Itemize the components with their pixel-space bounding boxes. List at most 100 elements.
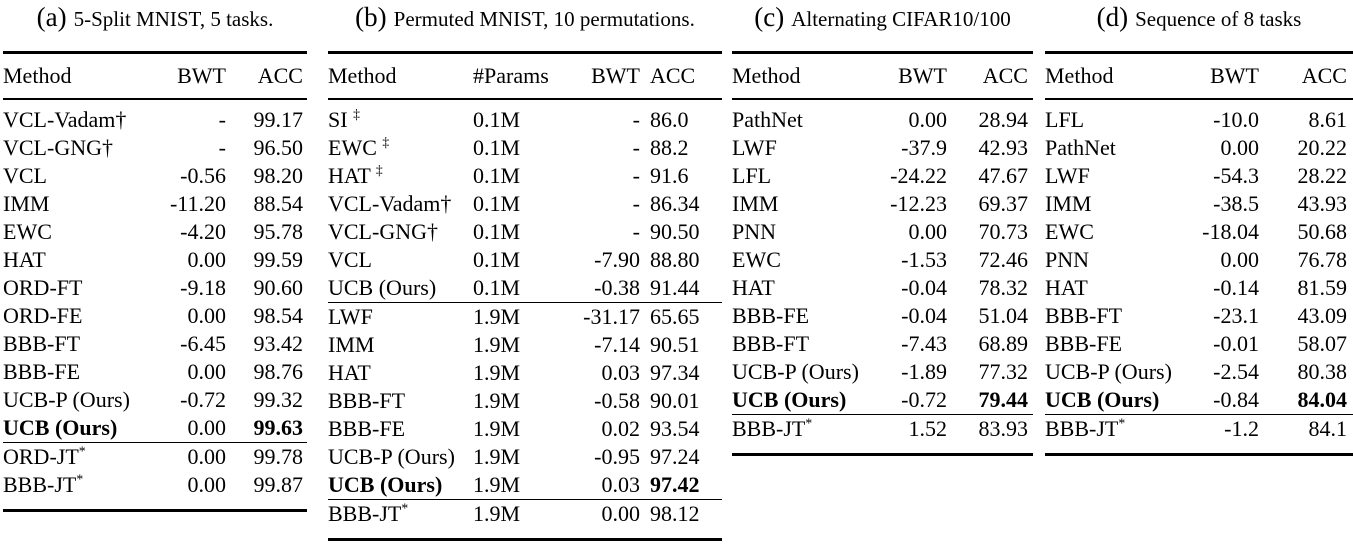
method-name: ORD-JT (3, 444, 79, 469)
bwt-cell: -23.1 (1213, 303, 1259, 328)
table-row: ORD-FE 0.00 98.54 (3, 302, 307, 330)
table-row: SI ‡ 0.1M -86.0 (328, 99, 722, 134)
method-cell: LWF (1045, 162, 1193, 190)
bwt-cell: - (632, 219, 640, 244)
acc-cell: 81.59 (1297, 275, 1348, 300)
bwt-cell: 0.00 (1220, 247, 1260, 272)
bwt-cell: -0.14 (1213, 275, 1259, 300)
method-cell: LFL (1045, 99, 1193, 134)
params-cell: 1.9M (473, 388, 521, 413)
bwt-cell: -37.9 (901, 135, 947, 160)
method-cell: IMM (732, 190, 882, 218)
acc-cell: 90.50 (650, 219, 700, 244)
bwt-cell: -31.17 (583, 304, 640, 329)
table-section: BBB-JT* 1.9M 0.00 98.12 (328, 499, 722, 540)
acc-cell: 99.87 (253, 472, 304, 497)
method-name: HAT (3, 247, 46, 272)
table-row: UCB-P (Ours) -1.89 77.32 (732, 358, 1033, 386)
method-name: HAT (328, 360, 371, 385)
method-cell: BBB-FT (732, 330, 882, 358)
bwt-cell: -0.04 (901, 303, 947, 328)
method-name: UCB (Ours) (328, 472, 443, 497)
method-name: UCB-P (Ours) (732, 359, 859, 384)
method-name: LWF (1045, 163, 1090, 188)
table-row: ORD-FT -9.18 90.60 (3, 274, 307, 302)
params-cell: 1.9M (473, 304, 521, 329)
acc-cell: 28.94 (978, 107, 1029, 132)
column-header-bwt: BWT (177, 63, 226, 88)
method-cell: UCB-P (Ours) (3, 386, 158, 414)
method-cell: VCL-GNG† (328, 218, 473, 246)
method-cell: ORD-FT (3, 274, 158, 302)
method-cell: UCB (Ours) (732, 386, 882, 415)
method-name: BBB-FT (1045, 303, 1123, 328)
method-cell: IMM (3, 190, 158, 218)
acc-cell: 96.50 (253, 135, 304, 160)
table-row: VCL-GNG† 0.1M -90.50 (328, 218, 722, 246)
method-name: EWC (328, 135, 383, 160)
table-row: BBB-FE -0.01 58.07 (1045, 330, 1353, 358)
subtable-c-caption: (c) Alternating CIFAR10/100 (732, 0, 1033, 51)
method-name: HAT (732, 275, 775, 300)
acc-cell: 97.34 (650, 360, 700, 385)
acc-cell: 84.04 (1297, 387, 1348, 412)
header-row: Method BWT ACC (1045, 53, 1353, 99)
method-name: VCL-GNG† (328, 219, 438, 244)
acc-cell: 86.0 (650, 107, 689, 132)
method-name: VCL-Vadam† (3, 107, 127, 132)
bwt-cell: -0.58 (594, 388, 640, 413)
method-superscript: ‡ (382, 134, 390, 150)
params-cell: 1.9M (473, 501, 521, 526)
method-name: EWC (1045, 219, 1094, 244)
bwt-cell: 0.00 (187, 359, 227, 384)
acc-cell: 65.65 (650, 304, 700, 329)
method-cell: BBB-FT (3, 330, 158, 358)
table-row: LWF -37.9 42.93 (732, 134, 1033, 162)
acc-cell: 99.63 (253, 415, 304, 440)
bwt-cell: - (632, 191, 640, 216)
table-row: VCL-GNG† - 96.50 (3, 134, 307, 162)
table-row: HAT ‡ 0.1M -91.6 (328, 162, 722, 190)
acc-cell: 90.60 (253, 275, 304, 300)
bwt-cell: -54.3 (1213, 163, 1259, 188)
bwt-cell: -0.95 (594, 444, 640, 469)
method-name: BBB-FE (732, 303, 810, 328)
bwt-cell: -38.5 (1213, 191, 1259, 216)
table-section: SI ‡ 0.1M -86.0 EWC ‡ 0.1M -88.2 HAT ‡ 0.1M -91.… (328, 99, 722, 303)
params-cell: 0.1M (473, 163, 521, 188)
table-row: UCB (Ours) -0.72 79.44 (732, 386, 1033, 415)
params-cell: 1.9M (473, 444, 521, 469)
bwt-cell: -7.90 (594, 247, 640, 272)
method-cell: BBB-FE (732, 302, 882, 330)
table-row: UCB-P (Ours) 1.9M -0.95 97.24 (328, 443, 722, 471)
method-cell: EWC ‡ (328, 134, 473, 162)
acc-cell: 97.42 (650, 472, 700, 497)
method-cell: UCB (Ours) (328, 274, 473, 303)
method-name: BBB-FE (3, 359, 81, 384)
column-header-params: #Params (473, 63, 549, 88)
method-cell: VCL-Vadam† (328, 190, 473, 218)
method-name: UCB (Ours) (732, 387, 847, 412)
acc-cell: 98.54 (253, 303, 304, 328)
table-row: BBB-FT -7.43 68.89 (732, 330, 1033, 358)
table-row: LWF 1.9M -31.17 65.65 (328, 303, 722, 332)
acc-cell: 88.54 (253, 191, 304, 216)
method-cell: BBB-JT* (1045, 415, 1193, 455)
bwt-cell: 0.00 (187, 444, 227, 469)
table-section: ORD-JT* 0.00 99.78 BBB-JT* 0.00 99.87 (3, 442, 307, 511)
bwt-cell: -9.18 (180, 275, 226, 300)
method-name: BBB-JT (1045, 416, 1119, 441)
bwt-cell: -0.72 (180, 387, 226, 412)
bwt-cell: -7.14 (594, 332, 640, 357)
method-name: IMM (732, 191, 779, 216)
params-cell: 0.1M (473, 247, 521, 272)
subtable-b: (b) Permuted MNIST, 10 permutations. Meth… (328, 0, 722, 541)
method-name: IMM (1045, 191, 1092, 216)
bwt-cell: -4.20 (180, 219, 226, 244)
method-name: BBB-JT (3, 472, 77, 497)
table-row: VCL-Vadam† 0.1M -86.34 (328, 190, 722, 218)
method-name: BBB-FT (732, 331, 810, 356)
table-row: LFL -10.0 8.61 (1045, 99, 1353, 134)
method-cell: PNN (1045, 246, 1193, 274)
subtable-a: (a) 5-Split MNIST, 5 tasks. Method BWT ACC V… (3, 0, 307, 512)
